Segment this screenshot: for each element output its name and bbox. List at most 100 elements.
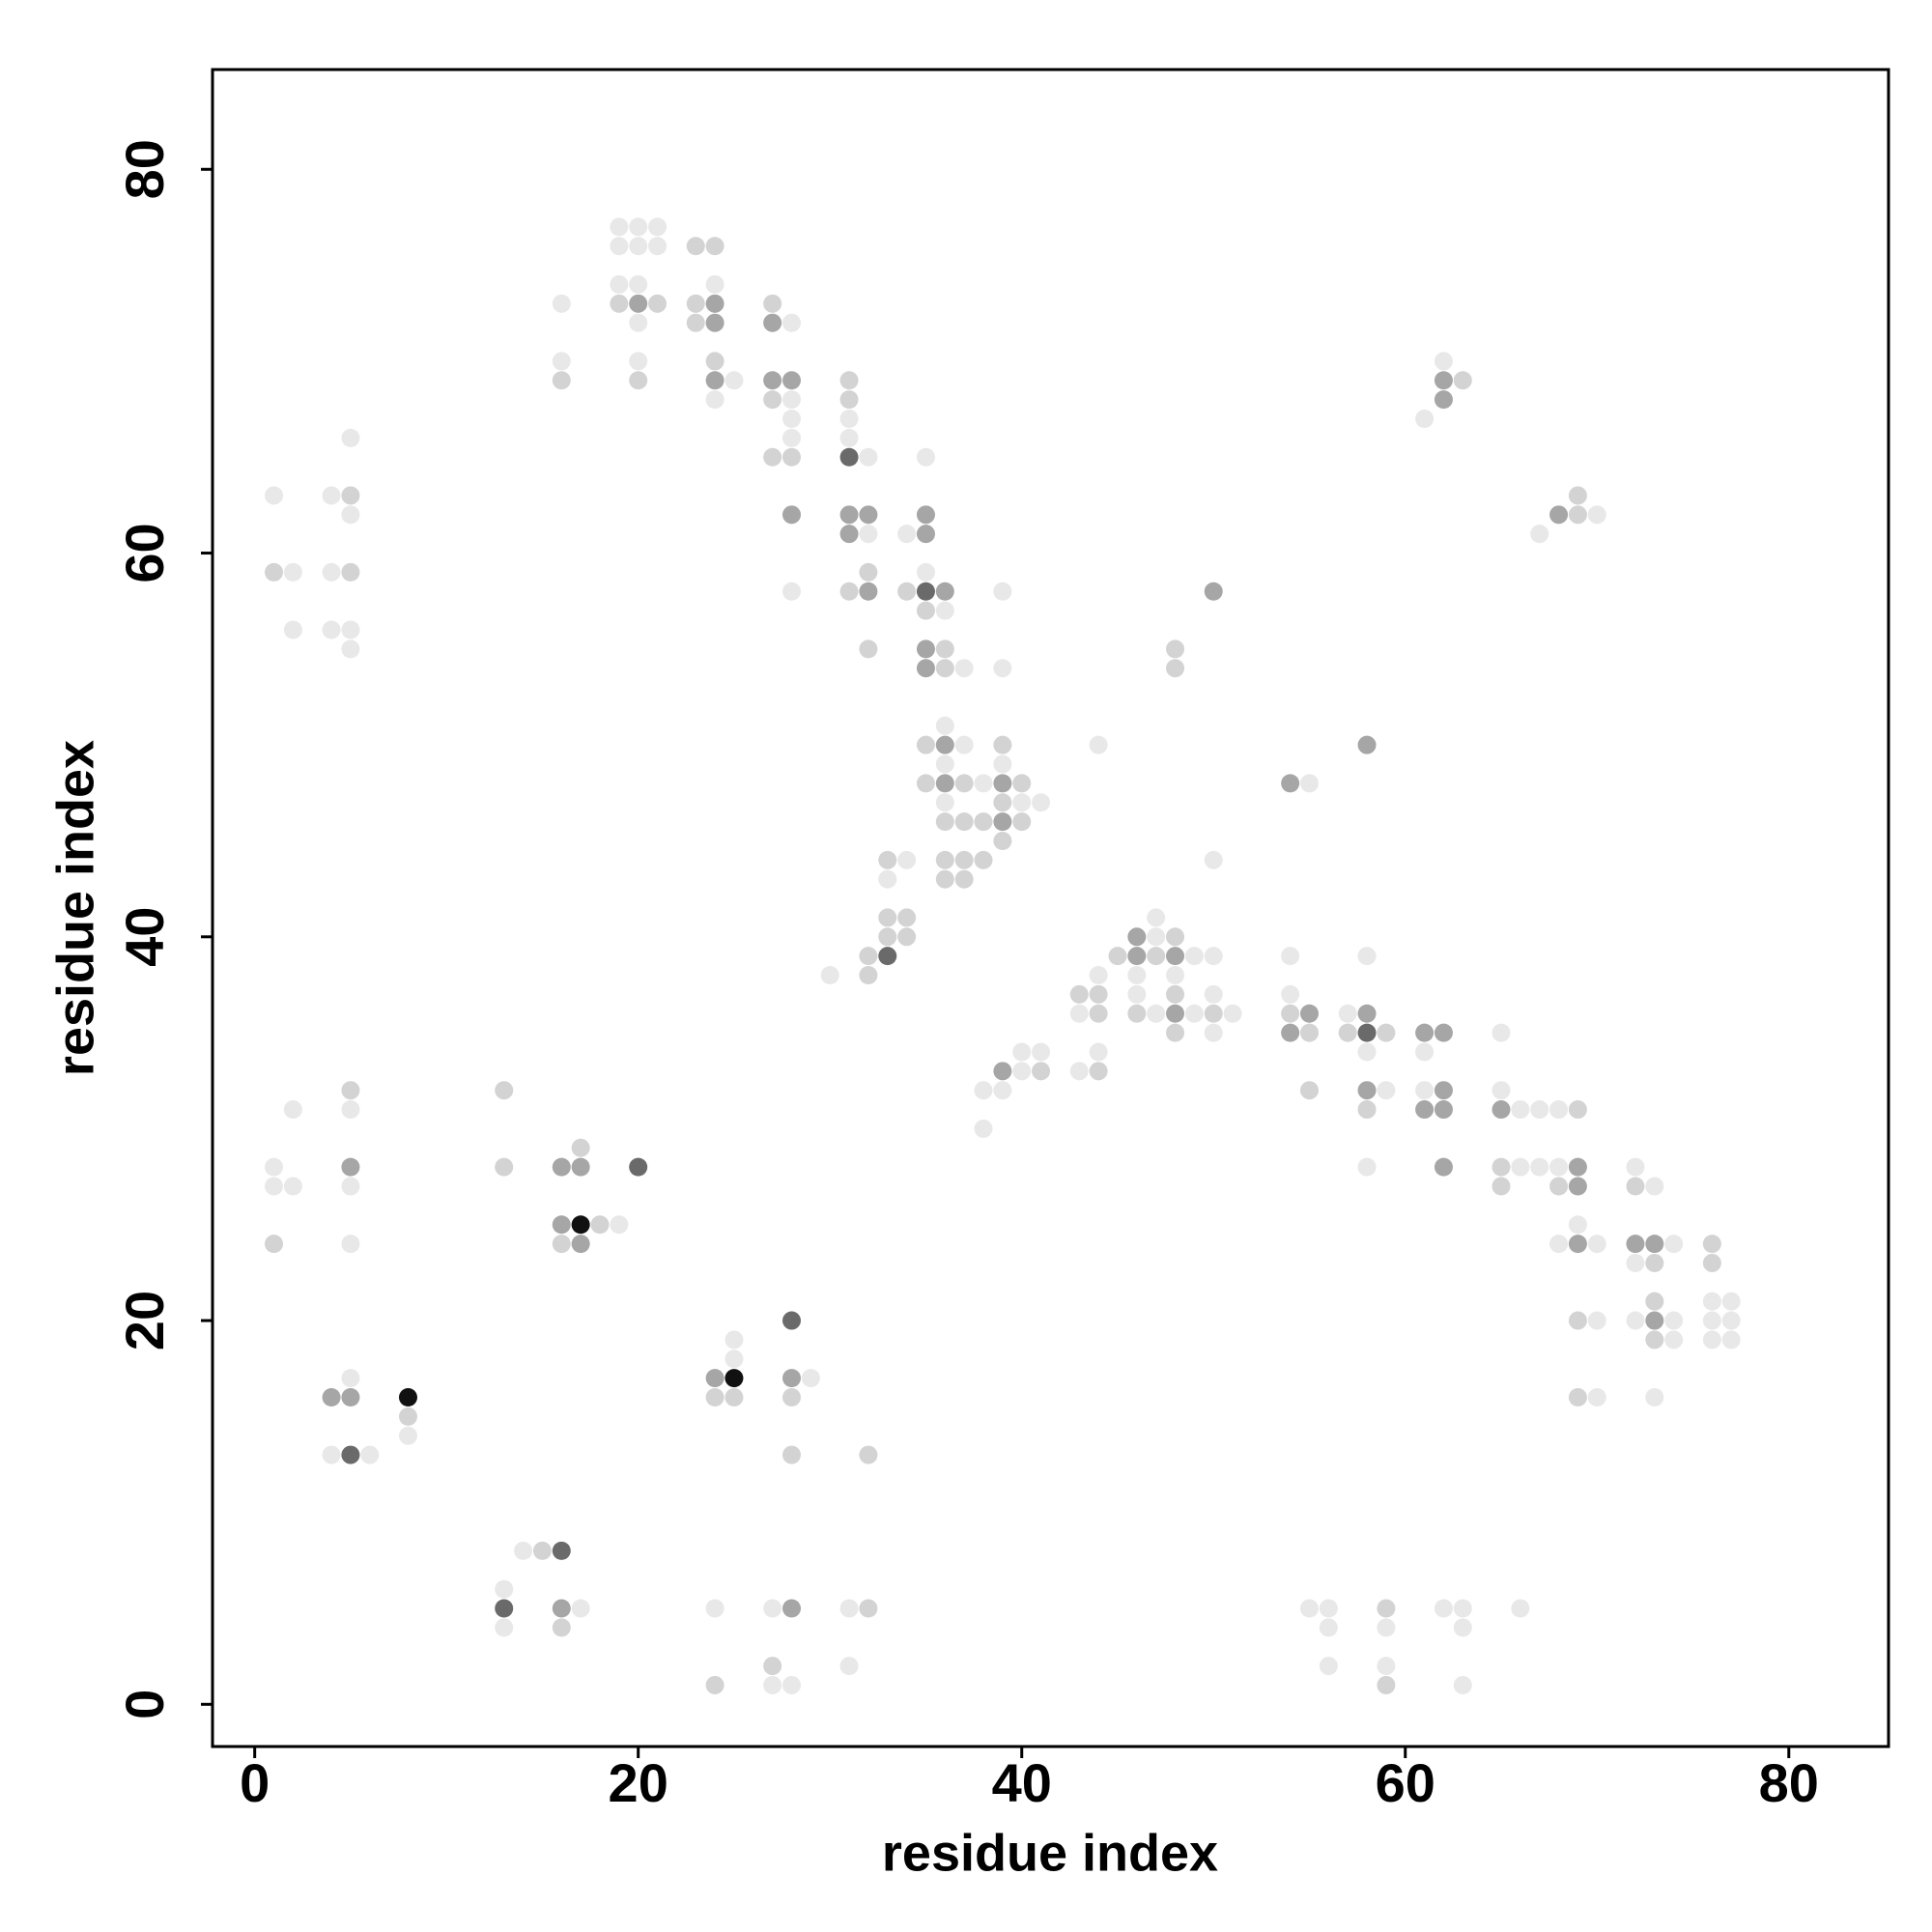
contact-point [341,1235,360,1254]
contact-point [1568,1100,1587,1120]
contact-point [1357,1023,1377,1042]
contact-point [1147,947,1166,966]
contact-point [993,812,1012,832]
contact-point [341,428,360,447]
contact-point [1319,1599,1338,1618]
contact-point [648,294,668,313]
contact-point [1626,1253,1645,1272]
contact-point [1069,1004,1089,1023]
contact-point [629,217,648,237]
contact-point [878,850,897,869]
contact-point [1012,1062,1032,1081]
contact-point [763,1657,782,1676]
contact-point [935,793,954,812]
contact-point [1415,1023,1435,1042]
contact-point [1626,1235,1645,1254]
y-tick-label: 60 [114,523,175,582]
contact-point [1721,1292,1741,1311]
contact-point [1434,1023,1453,1042]
contact-point [1702,1311,1721,1330]
contact-point [1492,1023,1511,1042]
contact-point [322,620,341,639]
contact-point [782,505,802,525]
contact-point [782,410,802,429]
contact-point [1702,1235,1721,1254]
contact-point [993,735,1012,754]
contact-point [705,352,724,371]
contact-point [1511,1157,1530,1177]
contact-point [571,1215,590,1235]
contact-point [1530,1100,1549,1120]
contact-point [801,1369,820,1388]
contact-point [341,562,360,582]
contact-point [629,371,648,390]
contact-point [1377,1081,1396,1100]
contact-point [839,371,859,390]
contact-point [1127,927,1147,947]
contact-point [265,1235,284,1254]
contact-point [1453,1599,1472,1618]
contact-point [916,774,935,793]
contact-point [398,1387,417,1406]
contact-point [839,525,859,544]
contact-point [1299,1081,1319,1100]
contact-point [1281,984,1300,1004]
x-tick-label: 20 [609,1752,668,1813]
contact-point [1147,908,1166,927]
contact-point [1281,1023,1300,1042]
contact-point [629,1157,648,1177]
contact-point [993,582,1012,601]
contact-point [897,850,917,869]
contact-point [552,1157,571,1177]
contact-point [1089,1004,1108,1023]
contact-point [1357,1100,1377,1120]
contact-point [935,754,954,774]
contact-point [1299,774,1319,793]
contact-point [1377,1657,1396,1676]
contact-point [859,1445,878,1464]
contact-point [1357,1042,1377,1062]
contact-point [916,639,935,659]
contact-point [935,639,954,659]
contact-point [839,447,859,467]
contact-point [1204,1023,1223,1042]
contact-point [341,486,360,505]
contact-point [1299,1599,1319,1618]
contact-point [1645,1292,1664,1311]
contact-point [1626,1177,1645,1196]
contact-point [1568,486,1587,505]
contact-point [341,639,360,659]
contact-point [1357,735,1377,754]
contact-point [1089,966,1108,985]
contact-point [398,1406,417,1426]
contact-point [1281,947,1300,966]
contact-point [1204,1004,1223,1023]
contact-point [763,1599,782,1618]
contact-point [1204,947,1223,966]
contact-point [1587,505,1606,525]
contact-point [916,505,935,525]
contact-point [1587,1311,1606,1330]
contact-point [839,1599,859,1618]
contact-point [878,927,897,947]
contact-point [878,947,897,966]
contact-point [1415,1100,1435,1120]
contact-point [629,237,648,256]
contact-point [935,601,954,620]
contact-point [839,410,859,429]
contact-point [954,774,974,793]
contact-point [495,1618,514,1637]
contact-point [1721,1311,1741,1330]
contact-point [782,313,802,332]
contact-point [265,486,284,505]
contact-point [763,447,782,467]
contact-point [763,390,782,410]
contact-point [1357,1081,1377,1100]
contact-point [1664,1235,1684,1254]
contact-point [552,1599,571,1618]
contact-point [974,774,993,793]
contact-point [859,505,878,525]
contact-point [1568,1235,1587,1254]
contact-point [648,237,668,256]
